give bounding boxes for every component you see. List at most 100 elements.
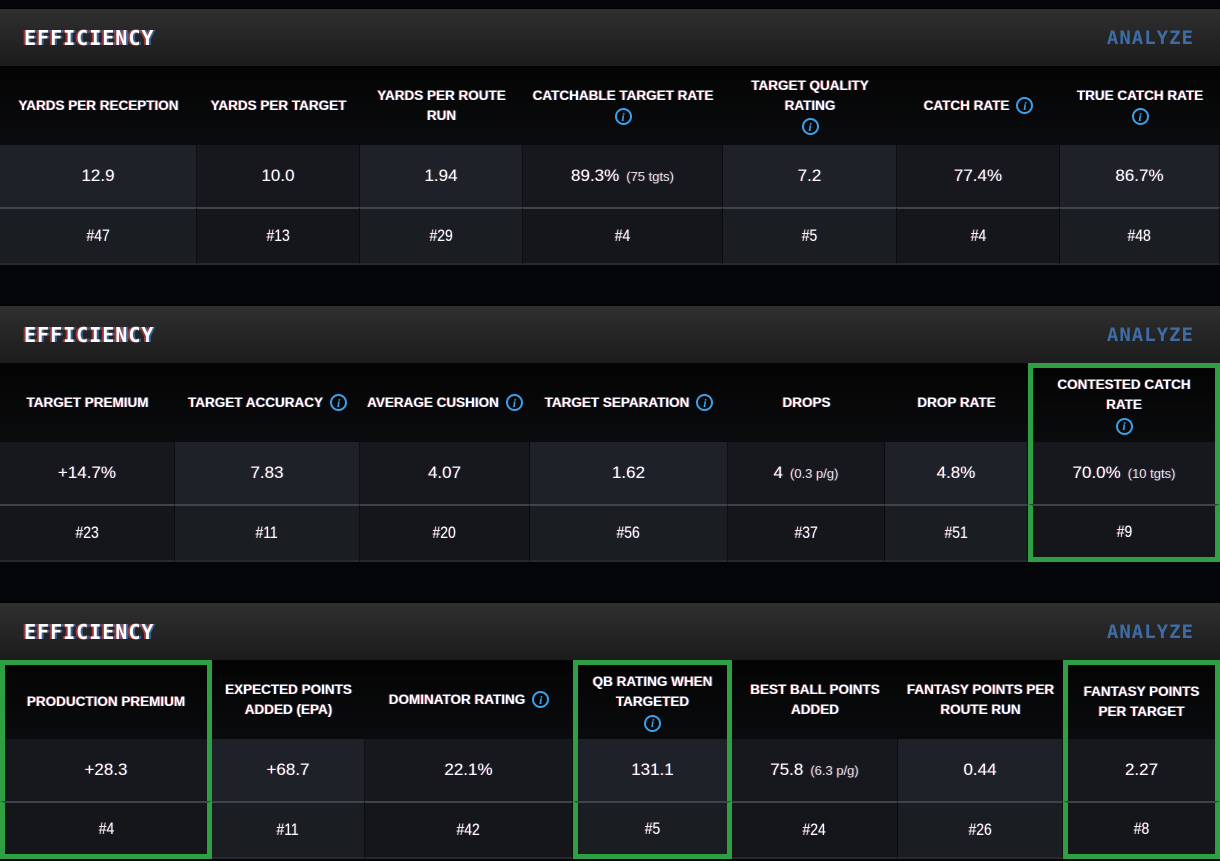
stat-rank-text: #20 — [432, 523, 457, 542]
stat-header-label: TARGET PREMIUM — [26, 394, 149, 410]
stat-value: 2.27 — [1063, 739, 1220, 801]
stat-header: QB RATING WHEN TARGETED i — [573, 660, 732, 739]
stat-subvalue: (75 tgts) — [626, 168, 674, 184]
info-icon[interactable]: i — [801, 118, 819, 136]
stat-rank: #23 — [0, 504, 175, 562]
stat-header-label: TARGET SEPARATION — [544, 394, 690, 410]
info-icon[interactable]: i — [696, 394, 714, 411]
stat-header-label: QB RATING WHEN TARGETED — [592, 674, 713, 709]
stat-header: TARGET QUALITY RATING i — [723, 66, 897, 145]
stat-value-text: +14.7% — [57, 463, 117, 482]
stat-value-text: 77.4% — [953, 166, 1003, 185]
stat-rank-text: #47 — [86, 226, 110, 245]
stat-value-text: 89.3% — [571, 166, 620, 185]
stat-header: BEST BALL POINTS ADDED — [732, 660, 898, 739]
stat-value-text: 0.44 — [963, 760, 997, 779]
stat-rank: #8 — [1063, 801, 1220, 859]
stat-value-text: 7.2 — [797, 166, 822, 185]
stats-table: TARGET PREMIUM TARGET ACCURACY i AVERAGE CU… — [0, 363, 1220, 562]
stat-value-text: +68.7 — [266, 760, 310, 779]
stat-subvalue: (0.3 p/g) — [790, 465, 839, 481]
stat-header-label: YARDS PER ROUTE RUN — [377, 87, 506, 123]
stat-rank-text: #29 — [429, 226, 453, 245]
stat-value: 89.3% (75 tgts) — [523, 145, 723, 207]
stat-header-label: TARGET ACCURACY — [188, 394, 323, 410]
stat-rank: #29 — [360, 207, 523, 265]
stat-header: TARGET ACCURACY i — [175, 363, 360, 442]
stat-header: EXPECTED POINTS ADDED (EPA) — [212, 660, 365, 739]
stat-rank-text: #11 — [255, 523, 279, 542]
stat-rank-text: #24 — [802, 820, 827, 839]
efficiency-section: EFFICIENCY ANALYZE TARGET PREMIUM TARGET … — [0, 305, 1220, 562]
analyze-link[interactable]: ANALYZE — [1106, 620, 1194, 643]
stat-header-label: DROP RATE — [917, 394, 996, 410]
info-icon[interactable]: i — [644, 714, 661, 732]
efficiency-section: EFFICIENCY ANALYZE PRODUCTION PREMIUM EXP… — [0, 602, 1220, 859]
section-title: EFFICIENCY — [24, 322, 155, 347]
stat-rank-text: #4 — [614, 226, 631, 245]
info-icon[interactable]: i — [1115, 417, 1133, 435]
info-icon[interactable]: i — [1016, 97, 1034, 114]
info-icon[interactable]: i — [330, 394, 347, 411]
section-header-bar: EFFICIENCY ANALYZE — [0, 305, 1220, 363]
stat-rank-text: #9 — [1116, 521, 1132, 541]
stat-rank: #5 — [573, 801, 732, 859]
stat-value: 7.83 — [175, 442, 360, 504]
stat-rank-text: #37 — [794, 523, 818, 542]
stat-value: 4.07 — [360, 442, 530, 504]
stat-header: CONTESTED CATCH RATE i — [1028, 363, 1220, 442]
stat-header: DOMINATOR RATING i — [365, 660, 573, 739]
stat-header-label: BEST BALL POINTS ADDED — [750, 681, 880, 717]
stat-value: 1.94 — [360, 145, 523, 207]
stat-header-label: AVERAGE CUSHION — [367, 394, 499, 410]
stat-header: YARDS PER TARGET — [197, 66, 360, 145]
stat-header-label: YARDS PER TARGET — [210, 97, 347, 113]
stat-rank-text: #51 — [944, 523, 968, 542]
stat-header: FANTASY POINTS PER ROUTE RUN — [898, 660, 1063, 739]
stat-rank-text: #56 — [616, 523, 641, 542]
stat-header: PRODUCTION PREMIUM — [0, 660, 212, 739]
stat-value-text: 1.62 — [611, 463, 646, 482]
stat-value-text: 86.7% — [1115, 166, 1164, 185]
stat-header-label: CONTESTED CATCH RATE — [1057, 377, 1191, 412]
section-header-bar: EFFICIENCY ANALYZE — [0, 8, 1220, 66]
stat-value-text: 70.0% — [1072, 463, 1121, 482]
stat-header-label: DOMINATOR RATING — [388, 691, 526, 707]
stat-value: 86.7% — [1060, 145, 1220, 207]
stat-value: 131.1 — [573, 739, 732, 801]
stat-rank: #5 — [723, 207, 897, 265]
stat-rank: #4 — [0, 801, 212, 859]
analyze-link[interactable]: ANALYZE — [1106, 323, 1194, 346]
info-icon[interactable]: i — [1131, 108, 1149, 126]
stat-value: +28.3 — [0, 739, 212, 801]
stat-header-label: EXPECTED POINTS ADDED (EPA) — [225, 681, 352, 717]
stat-header-label: YARDS PER RECEPTION — [18, 97, 179, 113]
stat-rank-text: #8 — [1133, 818, 1150, 838]
info-icon[interactable]: i — [614, 108, 632, 126]
section-header-bar: EFFICIENCY ANALYZE — [0, 602, 1220, 660]
stat-value: 22.1% — [365, 739, 573, 801]
stat-rank: #11 — [212, 801, 365, 859]
stat-header-label: FANTASY POINTS PER ROUTE RUN — [906, 681, 1055, 717]
stat-rank: #51 — [885, 504, 1028, 562]
stat-rank-text: #5 — [801, 226, 818, 245]
info-icon[interactable]: i — [532, 691, 550, 708]
stat-header-label: PRODUCTION PREMIUM — [26, 694, 186, 710]
stat-value: 4 (0.3 p/g) — [728, 442, 885, 504]
stat-header: YARDS PER RECEPTION — [0, 66, 197, 145]
stats-table: YARDS PER RECEPTION YARDS PER TARGET YARDS… — [0, 66, 1220, 265]
stat-value-text: 75.8 — [770, 760, 804, 779]
stat-rank: #42 — [365, 801, 573, 859]
analyze-link[interactable]: ANALYZE — [1106, 26, 1194, 49]
info-icon[interactable]: i — [505, 394, 523, 411]
stat-header-label: TARGET QUALITY RATING — [751, 77, 869, 113]
stat-rank: #56 — [530, 504, 728, 562]
stat-rank: #47 — [0, 207, 197, 265]
stat-header-label: DROPS — [782, 394, 831, 410]
stat-subvalue: (10 tgts) — [1127, 465, 1176, 481]
stat-header-label: CATCH RATE — [923, 97, 1010, 113]
stat-header: TARGET PREMIUM — [0, 363, 175, 442]
stat-value-text: 4 — [773, 463, 784, 482]
stat-value-text: 4.8% — [936, 463, 976, 482]
stat-rank: #9 — [1028, 504, 1220, 562]
